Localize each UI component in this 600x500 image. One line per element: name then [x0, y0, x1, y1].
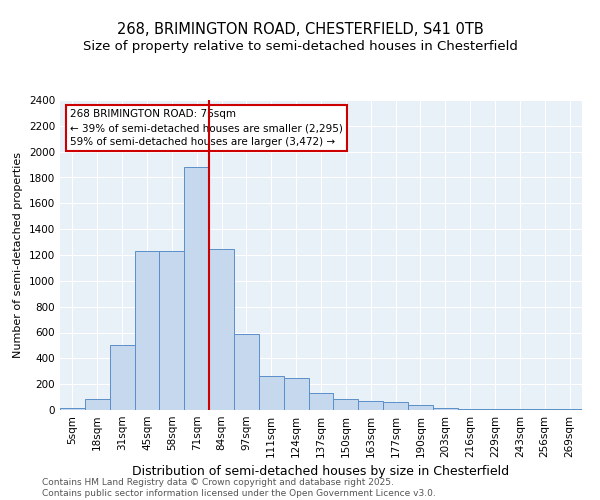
Bar [284, 378, 308, 410]
Bar [408, 406, 433, 410]
Bar [134, 251, 160, 410]
Text: Contains HM Land Registry data © Crown copyright and database right 2025.
Contai: Contains HM Land Registry data © Crown c… [42, 478, 436, 498]
Bar [458, 408, 482, 410]
Bar [259, 376, 284, 410]
Bar [334, 399, 358, 410]
X-axis label: Distribution of semi-detached houses by size in Chesterfield: Distribution of semi-detached houses by … [133, 466, 509, 478]
Bar [85, 399, 110, 410]
Y-axis label: Number of semi-detached properties: Number of semi-detached properties [13, 152, 23, 358]
Bar [209, 248, 234, 410]
Bar [110, 346, 134, 410]
Bar [160, 251, 184, 410]
Text: 268 BRIMINGTON ROAD: 76sqm
← 39% of semi-detached houses are smaller (2,295)
59%: 268 BRIMINGTON ROAD: 76sqm ← 39% of semi… [70, 110, 343, 148]
Bar [482, 409, 508, 410]
Bar [184, 167, 209, 410]
Bar [358, 401, 383, 410]
Bar [433, 408, 458, 410]
Bar [308, 393, 334, 410]
Text: 268, BRIMINGTON ROAD, CHESTERFIELD, S41 0TB: 268, BRIMINGTON ROAD, CHESTERFIELD, S41 … [116, 22, 484, 38]
Bar [383, 402, 408, 410]
Bar [60, 408, 85, 410]
Bar [234, 334, 259, 410]
Text: Size of property relative to semi-detached houses in Chesterfield: Size of property relative to semi-detach… [83, 40, 517, 53]
